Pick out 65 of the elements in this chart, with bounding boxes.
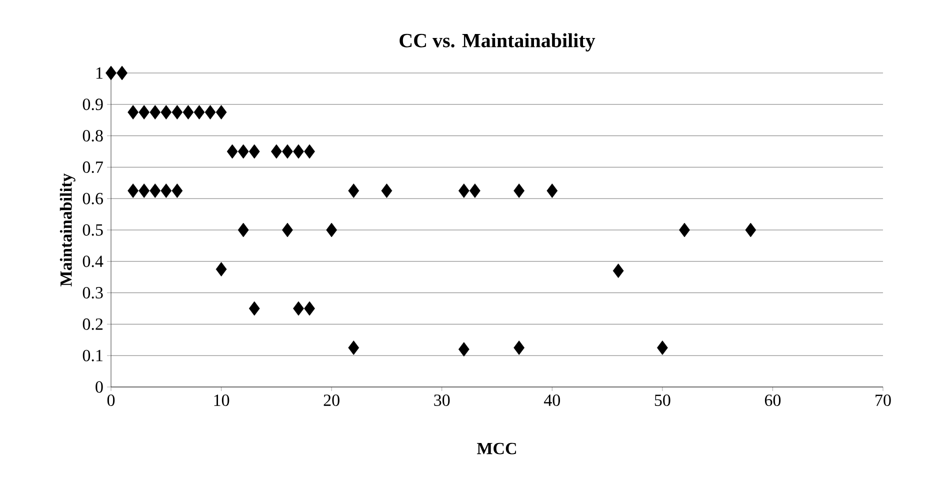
point (182, 105, 194, 120)
point (150, 105, 161, 120)
y-tick-label: 0.7 (82, 161, 103, 173)
point (348, 184, 360, 198)
point (248, 301, 260, 316)
x-tick-label: 20 (324, 394, 340, 406)
point (226, 144, 238, 159)
point (150, 184, 161, 198)
point (282, 222, 293, 238)
point (304, 144, 315, 159)
point (656, 340, 668, 355)
y-tick-label: 0.1 (82, 350, 102, 362)
point (348, 340, 360, 355)
point (293, 144, 304, 159)
x-tick-label: 60 (764, 394, 781, 406)
point (128, 105, 139, 120)
point (204, 105, 216, 120)
y-axis-title: Maintainability (60, 173, 76, 286)
x-tick-label: 30 (434, 394, 450, 406)
point (172, 184, 183, 198)
point (194, 105, 205, 120)
point (238, 144, 249, 159)
y-tick-label: 0.6 (82, 192, 103, 204)
chart-title: CC vs. Maintainability (400, 33, 596, 52)
y-tick-label: 0.2 (82, 318, 103, 330)
point (304, 301, 315, 316)
y-tick-label: 1 (96, 67, 102, 79)
point (458, 342, 470, 357)
x-axis-title: MCC (477, 442, 516, 454)
point (469, 184, 480, 198)
point (138, 105, 150, 120)
point (293, 301, 304, 316)
point (745, 222, 756, 238)
point (106, 66, 116, 80)
point (679, 222, 690, 238)
y-tick-label: 0.9 (82, 98, 103, 110)
y-tick-label: 0.5 (82, 224, 103, 236)
point (282, 144, 293, 159)
x-tick-label: 0 (107, 394, 115, 406)
point (216, 105, 227, 120)
point (116, 66, 128, 80)
x-tick-label: 40 (544, 394, 560, 406)
point (612, 264, 624, 278)
x-tick-label: 50 (654, 394, 670, 406)
point (270, 144, 282, 159)
y-tick-label: 0.4 (82, 256, 104, 268)
point (514, 184, 525, 198)
point (458, 184, 470, 198)
point (216, 262, 227, 276)
point (326, 222, 338, 238)
point (546, 184, 558, 198)
y-tick-label: 0.3 (82, 287, 103, 299)
point (160, 184, 172, 198)
y-tick-label: 0 (96, 381, 103, 393)
x-tick-label: 10 (214, 394, 230, 406)
point (514, 340, 525, 355)
x-tick-label: 70 (876, 394, 891, 406)
point (138, 184, 150, 198)
point (381, 184, 392, 198)
y-tick-label: 0.8 (82, 130, 103, 142)
point (160, 105, 172, 120)
point (248, 144, 260, 159)
point (128, 184, 139, 198)
point (172, 105, 183, 120)
point (238, 222, 249, 238)
